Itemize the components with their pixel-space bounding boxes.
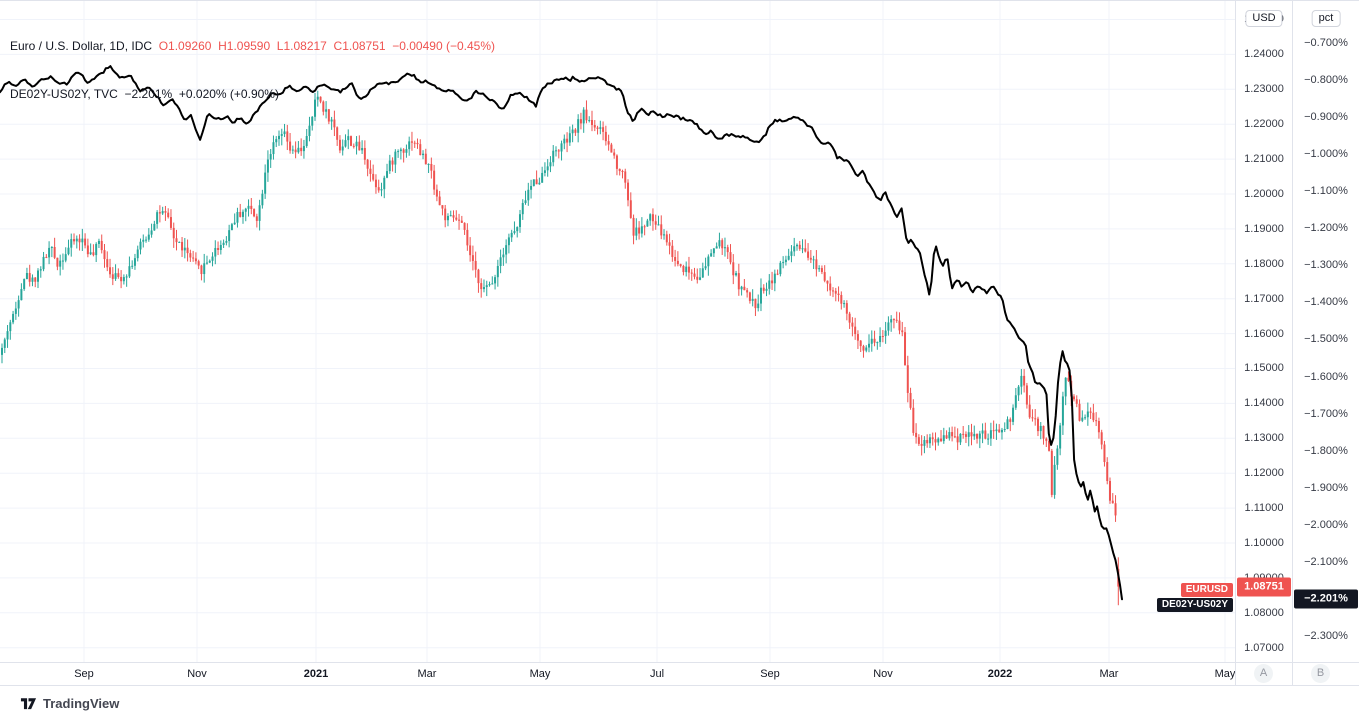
legend-row-spread[interactable]: DE02Y-US02Y, TVC −2.201% +0.020% (+0.90%… xyxy=(10,86,495,102)
time-axis-label: May xyxy=(529,668,551,680)
time-axis-label: Mar xyxy=(1099,668,1119,680)
eurusd-series-tag: EURUSD xyxy=(1180,583,1233,597)
axis-tick-label: −2.300% xyxy=(1304,630,1348,643)
chart-legend: Euro / U.S. Dollar, 1D, IDC O1.09260 H1.… xyxy=(10,6,495,134)
spread-series-tag: DE02Y-US02Y xyxy=(1156,598,1233,612)
axis-tick-label: −0.800% xyxy=(1304,73,1348,86)
last-price-tag: 1.08751 xyxy=(1237,577,1291,597)
scale-b-button[interactable]: B xyxy=(1311,664,1330,683)
tradingview-logo[interactable]: TradingView xyxy=(20,695,119,712)
tradingview-logo-text: TradingView xyxy=(43,696,120,711)
axis-tick-label: 1.14000 xyxy=(1244,397,1284,410)
time-axis-label: Sep xyxy=(74,668,94,680)
time-axis-label: Sep xyxy=(760,668,780,680)
chart-canvas[interactable] xyxy=(0,1,1235,662)
percent-axis[interactable]: pct −2.201% −0.700% −0.800% −0.900% −1.000%… xyxy=(1293,1,1359,662)
axis-tick-label: 1.08000 xyxy=(1244,606,1284,619)
pct-axis-border xyxy=(1292,1,1293,685)
time-axis-label: Jul xyxy=(649,668,665,680)
time-axis-label: Nov xyxy=(187,668,207,680)
axis-tick-label: 1.10000 xyxy=(1244,536,1284,549)
axis-tick-label: 1.19000 xyxy=(1244,222,1284,235)
time-axis-border-top xyxy=(0,662,1359,663)
percent-unit-button[interactable]: pct xyxy=(1311,10,1341,27)
axis-tick-label: 1.07000 xyxy=(1244,641,1284,654)
axis-tick-label: −1.000% xyxy=(1304,148,1348,161)
axis-tick-label: 1.16000 xyxy=(1244,327,1284,340)
axis-tick-label: 1.11000 xyxy=(1244,502,1284,515)
currency-unit-button[interactable]: USD xyxy=(1245,10,1283,27)
time-axis-label: May xyxy=(1214,668,1235,680)
spread-legend-title: DE02Y-US02Y, TVC xyxy=(10,87,118,101)
axis-tick-label: 1.12000 xyxy=(1244,467,1284,480)
spread-value-tag: −2.201% xyxy=(1294,589,1358,609)
axis-tick-label: −1.800% xyxy=(1304,444,1348,457)
time-axis-label: 2021 xyxy=(303,668,329,680)
price-axis[interactable]: USD 1.08751 1.250001.240001.230001.22000… xyxy=(1236,1,1292,662)
axis-tick-label: 1.23000 xyxy=(1244,83,1284,96)
axis-tick-label: 1.22000 xyxy=(1244,118,1284,131)
time-axis[interactable]: Sep Nov 2021 Mar May Jul Sep Nov 2022 Mar May xyxy=(0,663,1235,685)
axis-tick-label: 1.20000 xyxy=(1244,187,1284,200)
scale-a-button[interactable]: A xyxy=(1254,664,1273,683)
axis-tick-label: −1.700% xyxy=(1304,407,1348,420)
axis-tick-label: 1.17000 xyxy=(1244,292,1284,305)
tradingview-logo-icon xyxy=(20,698,37,710)
eurusd-ohlc-values: O1.09260 H1.09590 L1.08217 C1.08751 −0.0… xyxy=(158,39,495,53)
price-axis-border xyxy=(1235,1,1236,685)
axis-tick-label: −1.300% xyxy=(1304,259,1348,272)
axis-tick-label: −2.100% xyxy=(1304,555,1348,568)
time-axis-border-bottom xyxy=(0,685,1359,686)
axis-tick-label: −1.600% xyxy=(1304,370,1348,383)
time-axis-label: 2022 xyxy=(987,668,1013,680)
axis-tick-label: 1.15000 xyxy=(1244,362,1284,375)
axis-tick-label: −0.900% xyxy=(1304,111,1348,124)
axis-tick-label: 1.18000 xyxy=(1244,257,1284,270)
axis-tick-label: 1.21000 xyxy=(1244,153,1284,166)
axis-tick-label: −1.500% xyxy=(1304,333,1348,346)
spread-legend-values: −2.201% +0.020% (+0.90%) xyxy=(124,87,279,101)
axis-tick-label: −0.700% xyxy=(1304,36,1348,49)
axis-tick-label: −1.100% xyxy=(1304,185,1348,198)
axis-tick-label: 1.13000 xyxy=(1244,432,1284,445)
axis-tick-label: 1.24000 xyxy=(1244,48,1284,61)
axis-tick-label: −2.000% xyxy=(1304,518,1348,531)
time-axis-label: Mar xyxy=(417,668,437,680)
axis-tick-label: −1.200% xyxy=(1304,222,1348,235)
axis-tick-label: −1.900% xyxy=(1304,481,1348,494)
chart-plot-area[interactable]: Euro / U.S. Dollar, 1D, IDC O1.09260 H1.… xyxy=(0,1,1235,662)
legend-row-eurusd[interactable]: Euro / U.S. Dollar, 1D, IDC O1.09260 H1.… xyxy=(10,38,495,54)
eurusd-legend-title: Euro / U.S. Dollar, 1D, IDC xyxy=(10,39,153,53)
axis-tick-label: −1.400% xyxy=(1304,296,1348,309)
time-axis-label: Nov xyxy=(873,668,893,680)
